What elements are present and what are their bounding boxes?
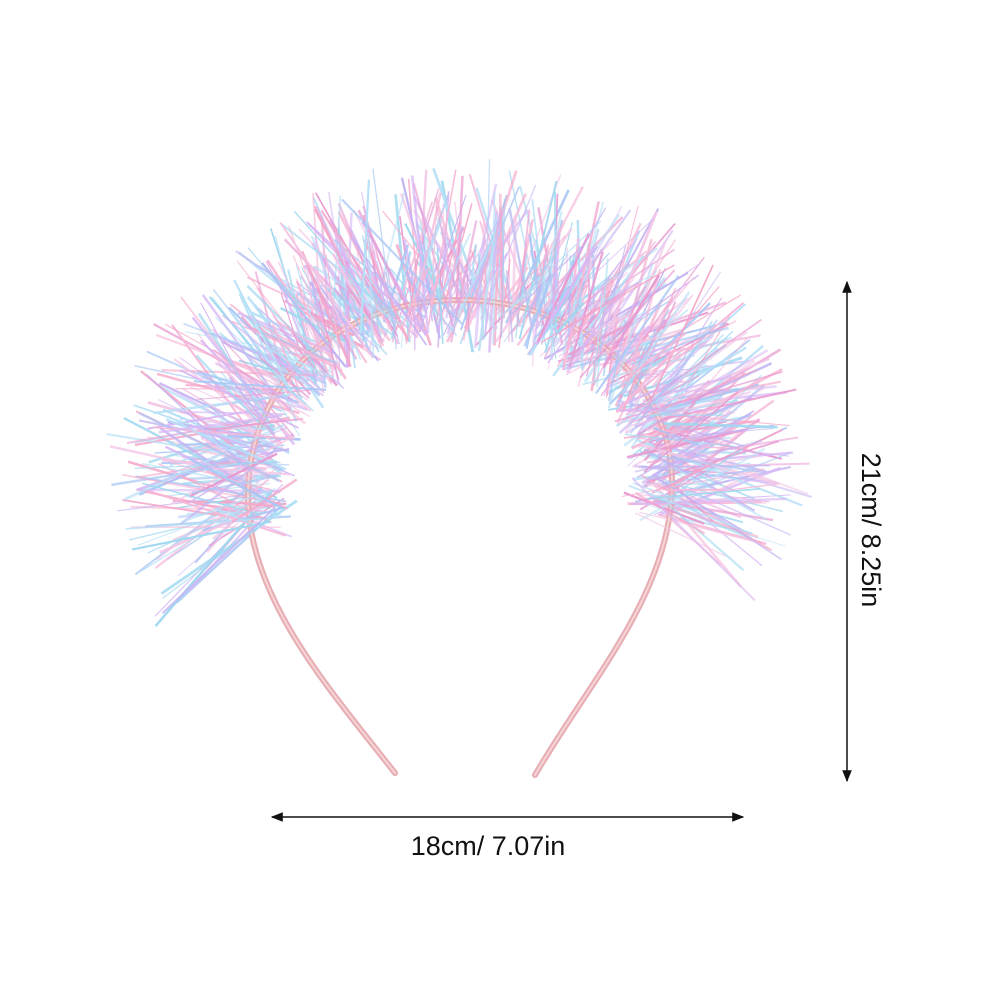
width-label: 18cm/ 7.07in	[411, 831, 566, 861]
height-label: 21cm/ 8.25in	[856, 453, 886, 608]
